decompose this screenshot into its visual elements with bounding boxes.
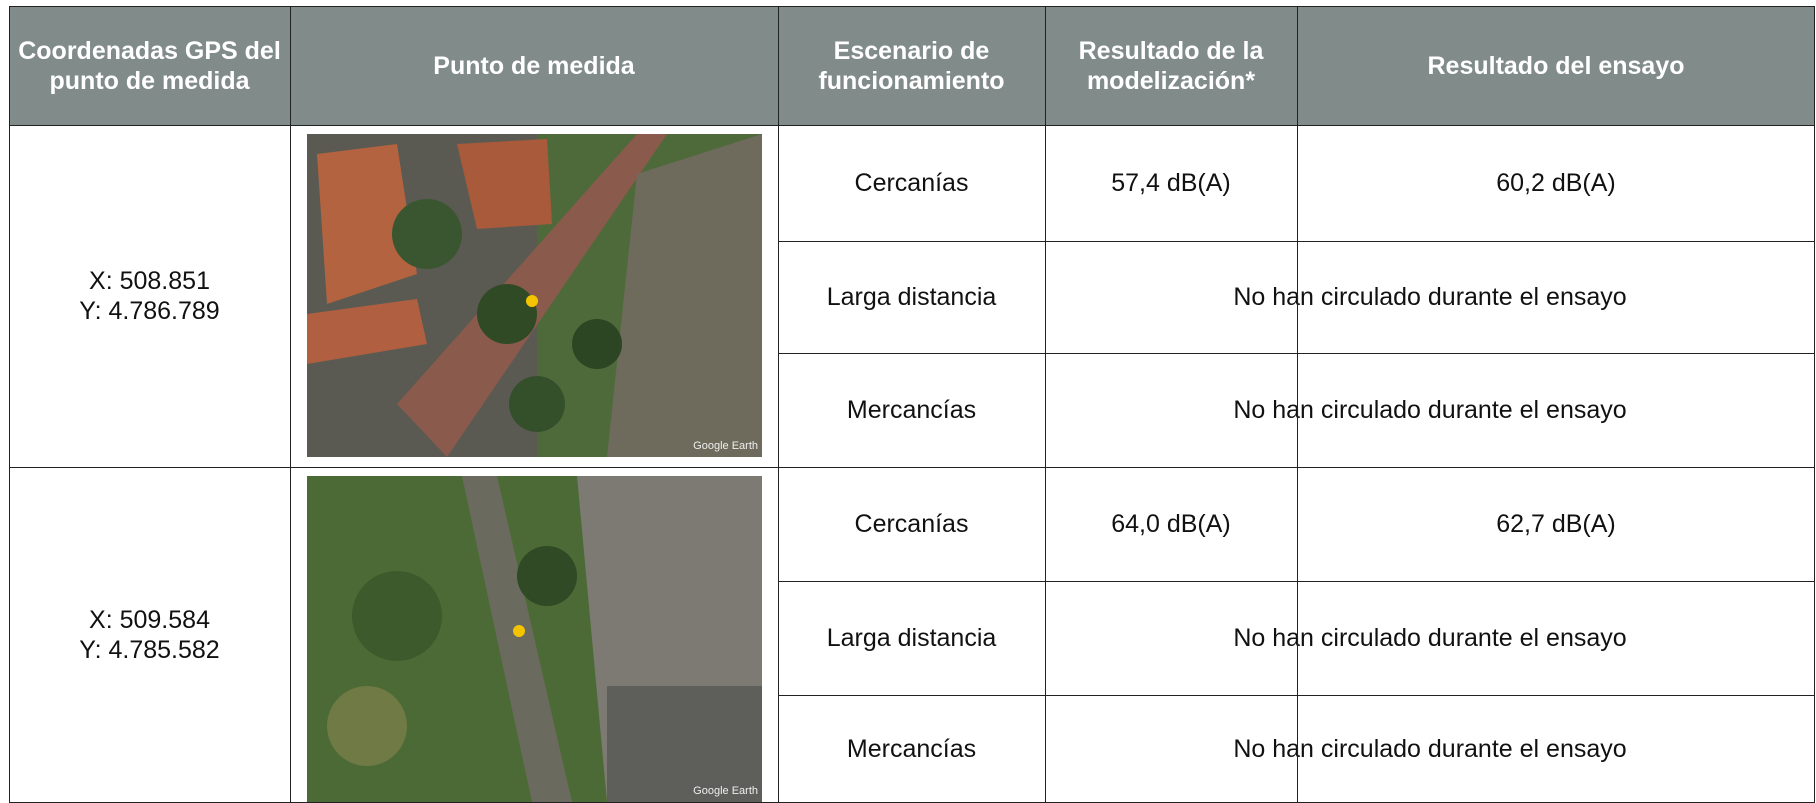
photo-shape (392, 199, 462, 269)
photo-shape (352, 571, 442, 661)
model-result: 64,0 dB(A) (1111, 510, 1231, 538)
test-result: 60,2 dB(A) (1496, 169, 1616, 197)
photo-shape (607, 686, 762, 802)
no-data: No han circulado durante el ensayo (1233, 624, 1627, 652)
photo-shape (517, 546, 577, 606)
border (778, 241, 1815, 242)
image-credit: Google Earth (693, 440, 758, 452)
border (9, 6, 10, 803)
test-result: 62,7 dB(A) (1496, 510, 1616, 538)
border (9, 125, 1815, 126)
photo-shape (513, 625, 525, 637)
aerial-photo: Google Earth (307, 476, 762, 802)
aerial-photo: Google Earth (307, 134, 762, 457)
image-credit: Google Earth (693, 785, 758, 797)
photo-shape (327, 686, 407, 766)
border (1814, 6, 1815, 803)
no-data: No han circulado durante el ensayo (1233, 283, 1627, 311)
header-cell: Coordenadas GPS del punto de medida (9, 6, 290, 125)
photo-shape (607, 134, 762, 457)
coordinate: Y: 4.785.582 (79, 636, 220, 664)
model-result: 57,4 dB(A) (1111, 169, 1231, 197)
photo-shape (572, 319, 622, 369)
border (9, 6, 1815, 7)
border (1297, 6, 1298, 803)
header-cell: Punto de medida (290, 6, 778, 125)
header-cell: Resultado del ensayo (1297, 6, 1815, 125)
photo-shape (457, 139, 552, 229)
coordinate: X: 508.851 (89, 267, 210, 295)
border (778, 353, 1815, 354)
photo-shape (526, 295, 538, 307)
photo-shape (509, 376, 565, 432)
no-data: No han circulado durante el ensayo (1233, 396, 1627, 424)
coordinate: Y: 4.786.789 (79, 297, 220, 325)
scenario: Cercanías (854, 169, 969, 197)
header-cell: Escenario de funcionamiento (778, 6, 1045, 125)
photo-shape (462, 476, 572, 802)
border (778, 6, 779, 803)
photo-shape (307, 299, 427, 364)
border (1045, 6, 1046, 803)
header-cell: Resultado de la modelización* (1045, 6, 1297, 125)
scenario: Larga distancia (826, 624, 997, 652)
border (778, 581, 1815, 582)
border (9, 467, 1815, 468)
border (778, 695, 1815, 696)
coordinate: X: 509.584 (89, 606, 210, 634)
border (1045, 6, 1046, 125)
scenario: Mercancías (846, 396, 977, 424)
photo-shape (477, 284, 537, 344)
coordinates: X: 509.584 Y: 4.785.582 (9, 467, 290, 803)
scenario: Larga distancia (826, 283, 997, 311)
scenario: Mercancías (846, 735, 977, 763)
coordinates: X: 508.851 Y: 4.786.789 (9, 125, 290, 467)
scenario: Cercanías (854, 510, 969, 538)
photo-shape (317, 144, 417, 304)
no-data: No han circulado durante el ensayo (1233, 735, 1627, 763)
border (290, 6, 291, 803)
